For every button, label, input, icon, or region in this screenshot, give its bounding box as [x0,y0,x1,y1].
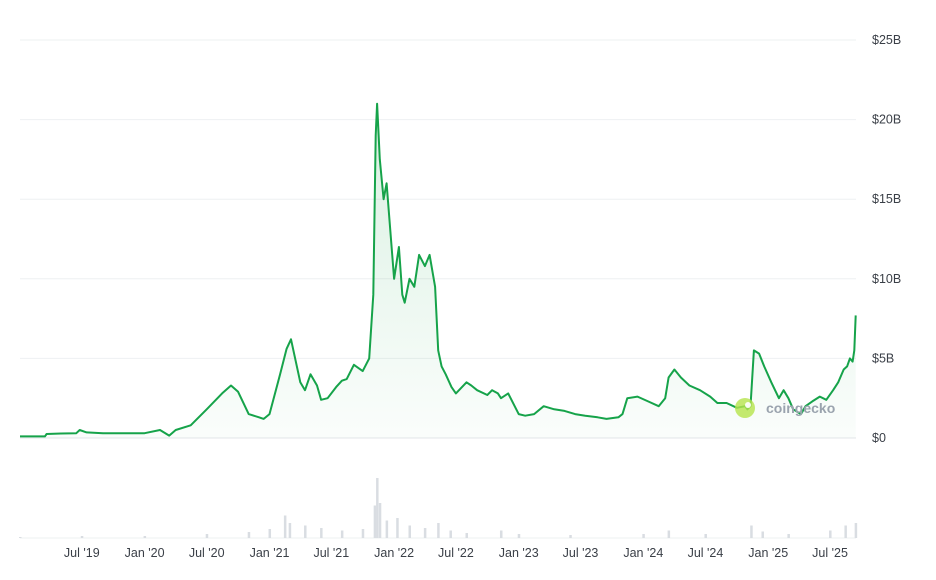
volume-bar [854,523,858,538]
market-cap-area [20,103,856,438]
coingecko-watermark: coingecko [735,398,835,418]
volume-bar [373,505,377,538]
x-tick-label: Jan '23 [499,546,539,560]
x-tick-label: Jan '24 [623,546,663,560]
volume-bar [385,520,389,538]
x-tick-label: Jan '21 [250,546,290,560]
volume-bar [288,523,292,538]
volume-bar [378,503,382,538]
y-tick-label: $10B [872,272,901,286]
y-tick-label: $0 [872,431,886,445]
volume-bar [829,530,832,538]
volume-bar [423,528,427,538]
volume-bar [437,523,440,538]
x-tick-label: Jan '20 [125,546,165,560]
volume-bar [569,535,572,538]
volume-bar [143,536,147,538]
coingecko-logo-eye-icon [745,402,751,408]
volume-bar [376,478,379,538]
y-tick-label: $20B [872,113,901,127]
volume-bars [19,478,858,538]
x-tick-label: Jul '21 [313,546,349,560]
volume-bar [205,534,209,538]
watermark-text: coingecko [766,400,835,416]
y-tick-label: $5B [872,351,894,365]
volume-bar [787,534,790,538]
gridlines [20,39,856,539]
volume-bar [449,530,452,538]
volume-bar [465,533,469,538]
volume-bar [247,532,251,538]
volume-bar [396,518,399,538]
x-tick-label: Jul '22 [438,546,474,560]
volume-bar [361,529,365,538]
volume-bar [320,528,323,538]
x-tick-label: Jul '23 [563,546,599,560]
volume-bar [750,525,753,538]
x-tick-label: Jan '25 [748,546,788,560]
volume-bar [340,530,344,538]
volume-bar [268,529,272,538]
volume-bar [80,536,84,538]
volume-bar [304,525,307,538]
volume-bar [667,530,671,538]
x-tick-label: Jul '24 [688,546,724,560]
x-tick-label: Jul '19 [64,546,100,560]
x-tick-label: Jul '25 [812,546,848,560]
x-tick-label: Jul '20 [189,546,225,560]
volume-bar [19,537,22,538]
x-tick-label: Jan '22 [374,546,414,560]
y-axis-labels: $0 $5B $10B $15B $20B $25B [872,33,901,445]
volume-bar [642,534,645,538]
market-cap-line [20,102,857,438]
coingecko-logo-icon [735,398,755,418]
x-axis-labels: Jul '19 Jan '20 Jul '20 Jan '21 Jul '21 Jan '… [64,546,848,560]
volume-bar [844,525,847,538]
volume-bar [517,534,521,538]
volume-bar [499,530,503,538]
y-tick-label: $15B [872,192,901,206]
volume-bar [408,525,411,538]
volume-bar [761,531,764,538]
volume-bar [704,534,707,538]
volume-bar [283,515,287,538]
y-tick-label: $25B [872,33,901,47]
